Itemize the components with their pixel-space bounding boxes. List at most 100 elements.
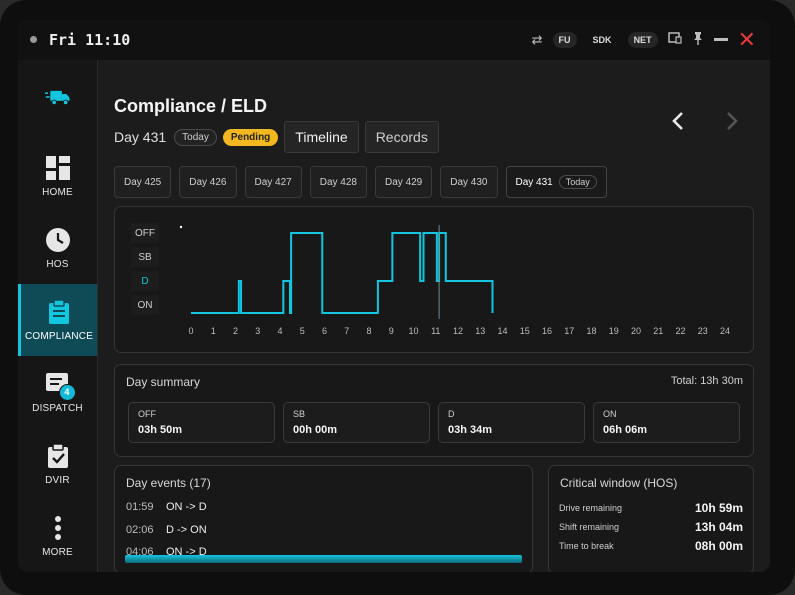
hour-tick-label: 14 — [497, 326, 508, 336]
sidebar-item-more[interactable]: MORE — [18, 500, 97, 572]
dispatch-badge: 4 — [58, 383, 76, 401]
fu-chip: FU — [552, 31, 577, 48]
card-value: 06h 06m — [603, 424, 648, 436]
status-badge: Pending — [222, 128, 279, 146]
day-tab[interactable]: Day 428 — [309, 166, 367, 198]
critical-key: Drive remaining — [559, 503, 623, 513]
chevron-right-icon[interactable] — [724, 108, 740, 139]
clock-icon — [45, 227, 70, 252]
day-tab[interactable]: Day 426 — [179, 166, 237, 198]
day-tab[interactable]: Day 425 — [114, 166, 172, 198]
hour-tick-label: 0 — [188, 326, 194, 336]
message-icon: 4 — [45, 371, 76, 401]
event-change: D -> ON — [166, 524, 207, 536]
hour-tick-label: 15 — [519, 326, 530, 336]
tab-timeline[interactable]: Timeline — [284, 121, 359, 153]
close-icon[interactable]: ✕ — [737, 26, 756, 52]
critical-value: 10h 59m — [694, 501, 743, 515]
events-title: Day events (17) — [126, 476, 211, 490]
card-key: OFF — [138, 409, 156, 419]
window-icon[interactable] — [667, 32, 682, 47]
sidebar-item-compliance[interactable]: COMPLIANCE — [18, 284, 97, 356]
critical-title: Critical window (HOS) — [560, 476, 678, 490]
critical-row: Drive remaining 10h 59m — [559, 501, 743, 515]
day-tab[interactable]: Day 429 — [375, 166, 433, 198]
sidebar-item-hos[interactable]: HOS — [18, 212, 97, 284]
card-key: D — [448, 409, 455, 419]
page-title: Compliance / ELD — [114, 96, 268, 116]
net-chip: NET — [627, 31, 658, 48]
day-tabs: Day 425 Day 426 Day 427 Day 428 Day 429 … — [114, 166, 607, 198]
screen: Fri 11:10 ⇄ FU SDK NET ✕ — [18, 19, 770, 572]
hour-tick-label: 21 — [653, 326, 664, 336]
critical-row: Time to break 08h 00m — [559, 539, 743, 553]
card-key: SB — [293, 409, 306, 419]
day-tab-label: Day 429 — [385, 176, 423, 188]
summary-title: Day summary — [126, 375, 201, 389]
main-content: Compliance / ELD Day 431 Today Pending T… — [98, 60, 770, 572]
list-item[interactable]: 01:59 ON -> D — [126, 501, 207, 513]
duty-status-trace — [179, 225, 494, 319]
card-value: 03h 34m — [448, 424, 493, 436]
status-bar: Fri 11:10 ⇄ FU SDK NET ✕ — [18, 19, 770, 60]
day-tab-active[interactable]: Day 431 Today — [505, 166, 607, 198]
chevron-left-icon[interactable] — [670, 108, 686, 139]
summary-card-on: ON 06h 06m — [593, 402, 740, 443]
sidebar-item-home[interactable]: HOME — [18, 140, 97, 212]
hour-tick-label: 16 — [541, 326, 553, 336]
critical-value: 13h 04m — [694, 520, 743, 534]
hour-tick-label: 18 — [586, 326, 597, 336]
hour-tick-label: 22 — [675, 326, 686, 336]
marker-dot — [179, 225, 183, 229]
sidebar-item-dvir[interactable]: DVIR — [18, 428, 97, 500]
pin-icon[interactable] — [692, 31, 704, 48]
clock: Fri 11:10 — [49, 30, 131, 49]
day-header: Day 431 Today Pending Timeline Records — [114, 121, 439, 153]
day-tab-label: Day 430 — [450, 176, 488, 188]
sync-icon: ⇄ — [531, 31, 543, 47]
hour-tick-label: 1 — [210, 326, 216, 336]
sidebar-item-label: DVIR — [45, 474, 70, 486]
summary-card-d: D 03h 34m — [438, 402, 585, 443]
day-tab-label: Day 428 — [319, 176, 357, 188]
today-pill: Today — [174, 128, 217, 146]
status-label-off: OFF — [131, 223, 159, 243]
status-label-sb: SB — [131, 247, 159, 267]
hour-tick-label: 5 — [299, 326, 305, 336]
hour-tick-label: 9 — [388, 326, 394, 336]
more-icon — [54, 515, 61, 540]
sidebar-item-dispatch[interactable]: 4 DISPATCH — [18, 356, 97, 428]
scroll-fade — [125, 555, 522, 563]
sidebar-item-label: MORE — [42, 546, 73, 558]
hour-tick-label: 11 — [431, 326, 441, 336]
sidebar-item-label: DISPATCH — [32, 402, 83, 414]
hour-tick-label: 17 — [564, 326, 575, 336]
minimize-icon[interactable] — [713, 38, 728, 41]
critical-row: Shift remaining 13h 04m — [559, 520, 743, 534]
checklist-icon — [47, 442, 68, 468]
sidebar-item-label: HOS — [46, 258, 69, 270]
hour-tick-label: 19 — [608, 326, 619, 336]
summary-card-off: OFF 03h 50m — [128, 402, 275, 443]
hour-tick-label: 13 — [475, 326, 486, 336]
tab-records[interactable]: Records — [364, 121, 439, 153]
card-value: 03h 50m — [138, 424, 183, 436]
sidebar-item-label: COMPLIANCE — [24, 330, 94, 342]
hour-tick-label: 3 — [255, 326, 261, 336]
summary-total: Total: 13h 30m — [670, 375, 743, 387]
day-label: Day 431 — [114, 129, 167, 145]
day-summary: Day summary Total: 13h 30m OFF 03h 50m S… — [114, 364, 754, 457]
card-key: ON — [603, 409, 617, 419]
list-item[interactable]: 02:06 D -> ON — [126, 524, 207, 536]
day-tab[interactable]: Day 427 — [244, 166, 302, 198]
sidebar: HOME HOS COMPLIANCE — [18, 60, 98, 572]
sidebar-item-logo[interactable] — [18, 64, 97, 136]
critical-key: Shift remaining — [559, 522, 620, 532]
day-events[interactable]: Day events (17) 01:59 ON -> D 02:06 D ->… — [114, 465, 533, 572]
hour-tick-label: 23 — [697, 326, 708, 336]
clipboard-icon — [49, 298, 69, 324]
today-pill: Today — [558, 175, 597, 189]
day-tab[interactable]: Day 430 — [440, 166, 498, 198]
event-time: 01:59 — [126, 501, 154, 513]
